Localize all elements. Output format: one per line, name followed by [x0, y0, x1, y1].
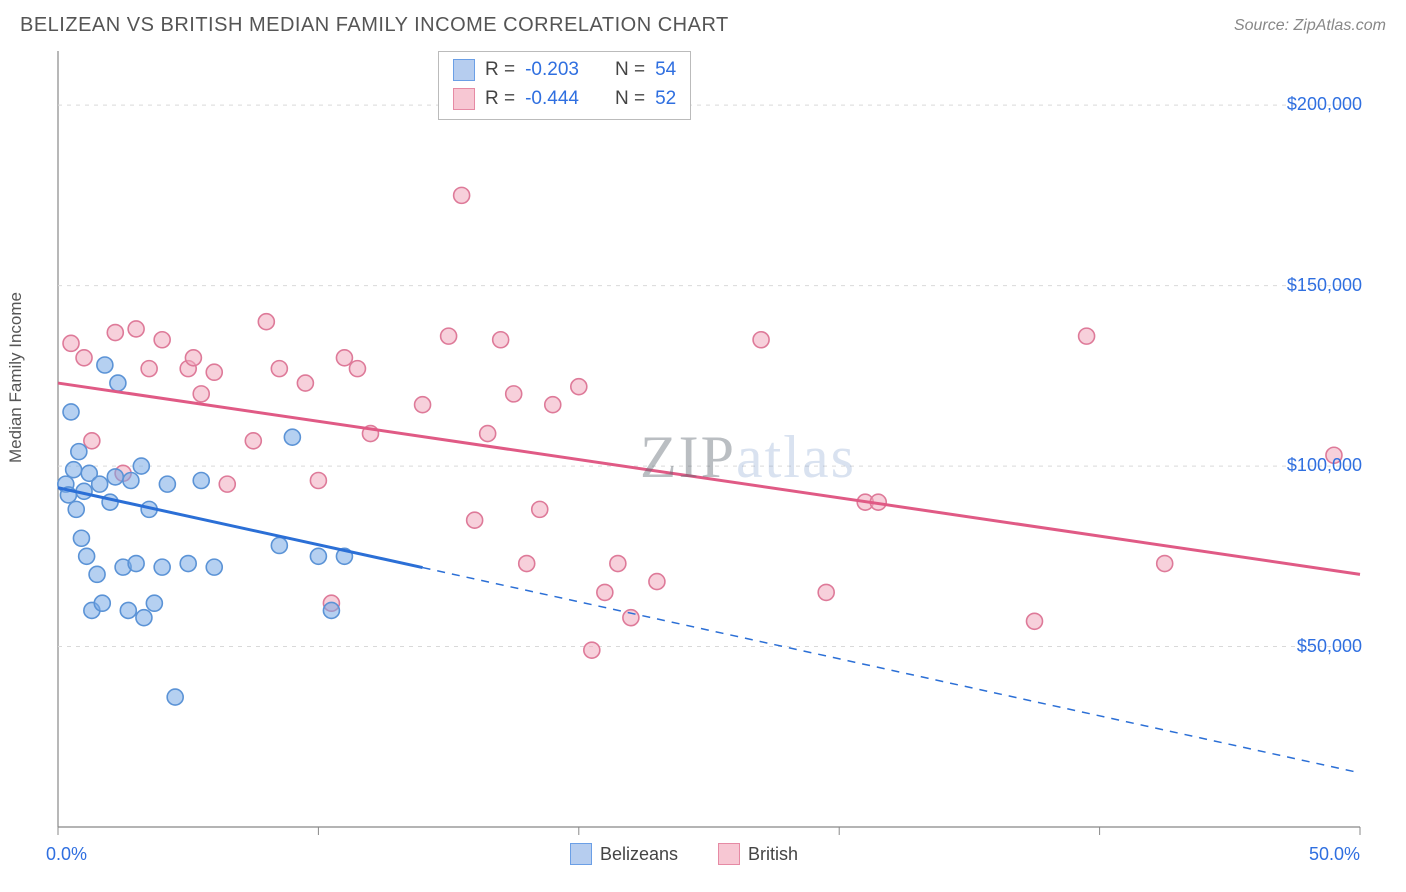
chart-title: BELIZEAN VS BRITISH MEDIAN FAMILY INCOME… [20, 14, 729, 37]
y-tick-label: $100,000 [1287, 455, 1362, 476]
x-axis-max-label: 50.0% [1309, 844, 1360, 865]
legend-swatch [453, 88, 475, 110]
legend: Belizeans British [570, 843, 798, 865]
y-tick-label: $50,000 [1297, 636, 1362, 657]
stats-row: R = -0.203N = 54 [453, 56, 676, 85]
chart-area: Median Family Income ZIPatlas R = -0.203… [0, 43, 1406, 873]
y-axis-label: Median Family Income [6, 292, 26, 463]
legend-item: British [718, 843, 798, 865]
y-tick-label: $200,000 [1287, 94, 1362, 115]
x-axis-min-label: 0.0% [46, 844, 87, 865]
source-attribution: Source: ZipAtlas.com [1234, 17, 1386, 35]
legend-swatch [453, 59, 475, 81]
scatter-plot [0, 43, 1406, 863]
legend-swatch [570, 843, 592, 865]
stats-row: R = -0.444N = 52 [453, 85, 676, 114]
legend-swatch [718, 843, 740, 865]
correlation-stats-box: R = -0.203N = 54R = -0.444N = 52 [438, 51, 691, 120]
y-tick-label: $150,000 [1287, 275, 1362, 296]
legend-item: Belizeans [570, 843, 678, 865]
